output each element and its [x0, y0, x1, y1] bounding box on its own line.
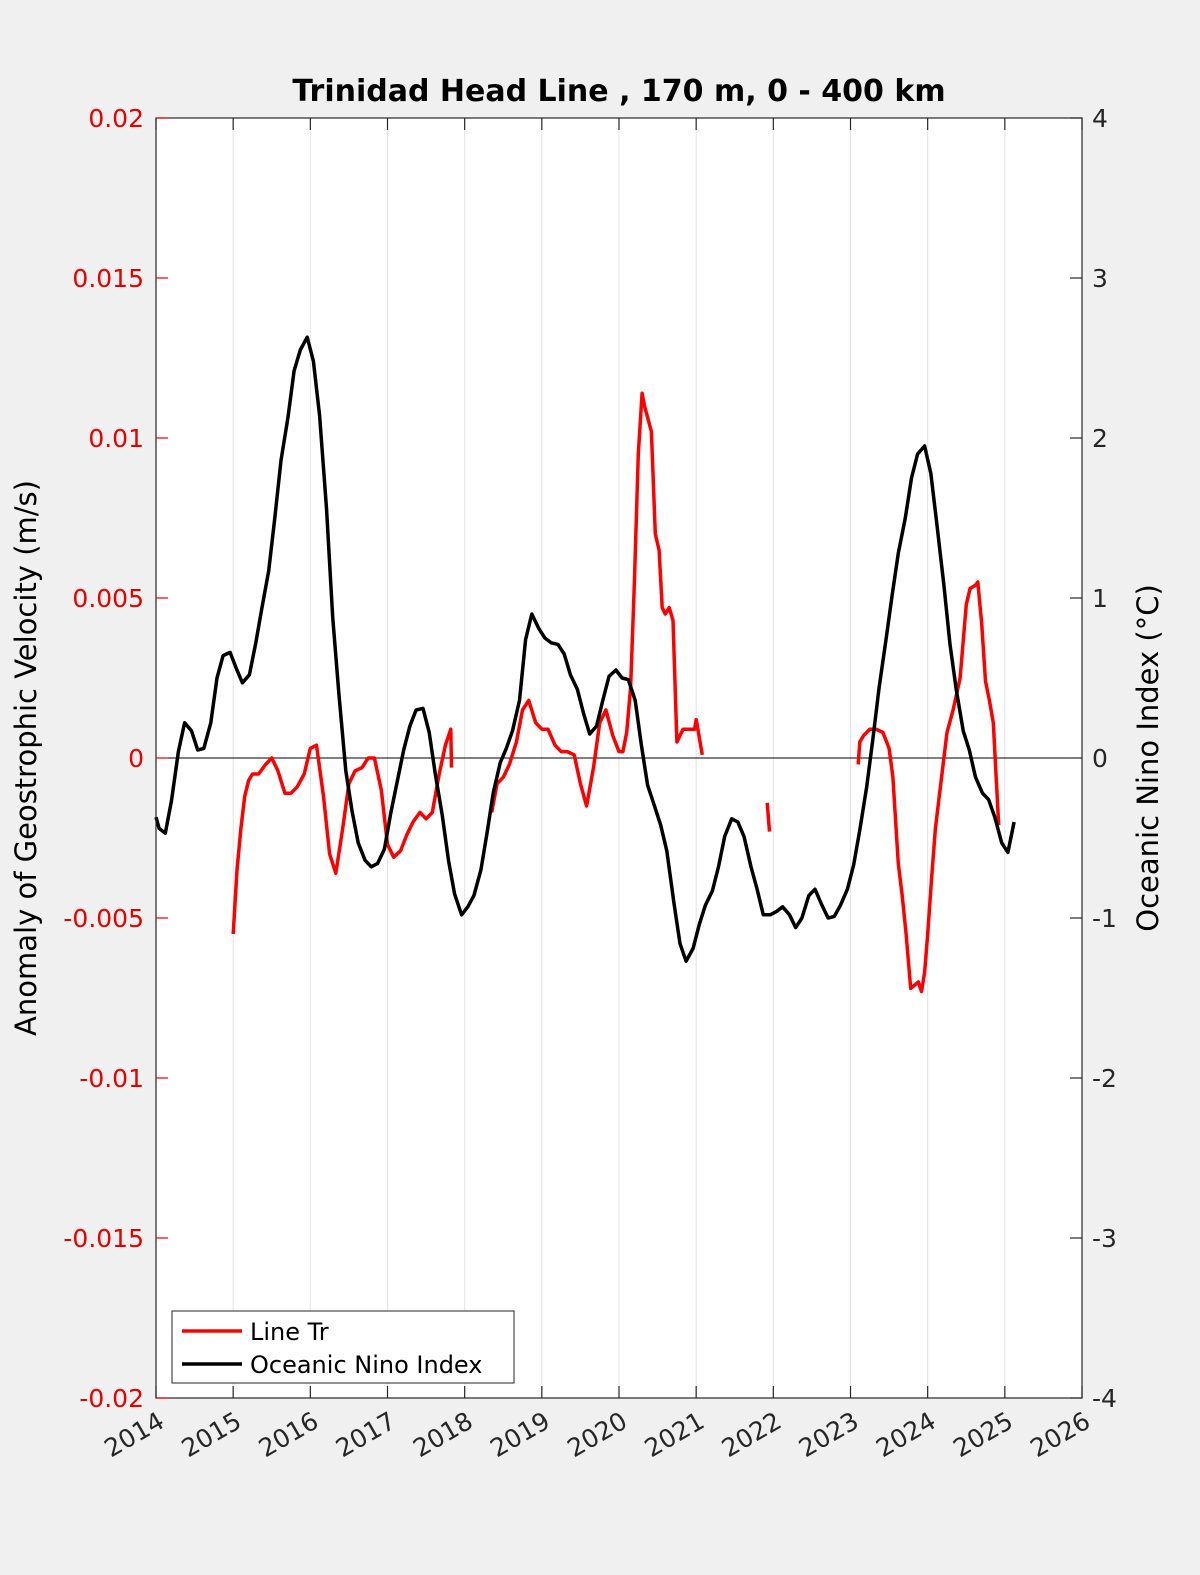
- y-right-tick-label: -1: [1092, 904, 1117, 933]
- y-right-tick-label: 4: [1092, 104, 1108, 133]
- y-left-tick-label: 0: [128, 744, 144, 773]
- y-left-tick-label: -0.02: [79, 1384, 144, 1413]
- y-left-tick-label: 0.01: [88, 424, 144, 453]
- y-axis-left-label: Anomaly of Geostrophic Velocity (m/s): [9, 480, 43, 1036]
- y-axis-right-label: Oceanic Nino Index (°C): [1131, 584, 1165, 932]
- y-left-tick-label: 0.02: [88, 104, 144, 133]
- y-right-tick-label: -3: [1092, 1224, 1117, 1253]
- series-line-line-tr: [231, 727, 454, 935]
- legend-label-line-tr: Line Tr: [250, 1318, 329, 1346]
- series-line-line-tr: [856, 580, 1001, 994]
- y-left-tick-label: 0.005: [72, 584, 144, 613]
- y-left-tick-label: -0.01: [79, 1064, 144, 1093]
- legend-box: [171, 1310, 515, 1384]
- y-left-tick-label: -0.015: [63, 1224, 144, 1253]
- series-layer: [154, 335, 1016, 994]
- y-right-tick-label: 1: [1092, 584, 1108, 613]
- y-left-tick-label: -0.005: [63, 904, 144, 933]
- legend: Line Tr Oceanic Nino Index: [171, 1310, 515, 1384]
- series-line-line-tr: [765, 802, 772, 832]
- axis-ticks: [155, 117, 1083, 1399]
- y-right-tick-label: 2: [1092, 424, 1108, 453]
- series-line-line-tr: [489, 391, 705, 813]
- y-left-tick-label: 0.015: [72, 264, 144, 293]
- legend-label-oni: Oceanic Nino Index: [250, 1351, 482, 1379]
- y-right-tick-label: -4: [1092, 1384, 1117, 1413]
- y-right-tick-label: 0: [1092, 744, 1108, 773]
- y-right-tick-label: 3: [1092, 264, 1108, 293]
- series-line-oni: [154, 335, 1016, 963]
- chart-title: Trinidad Head Line , 170 m, 0 - 400 km: [292, 74, 945, 109]
- y-right-tick-label: -2: [1092, 1064, 1117, 1093]
